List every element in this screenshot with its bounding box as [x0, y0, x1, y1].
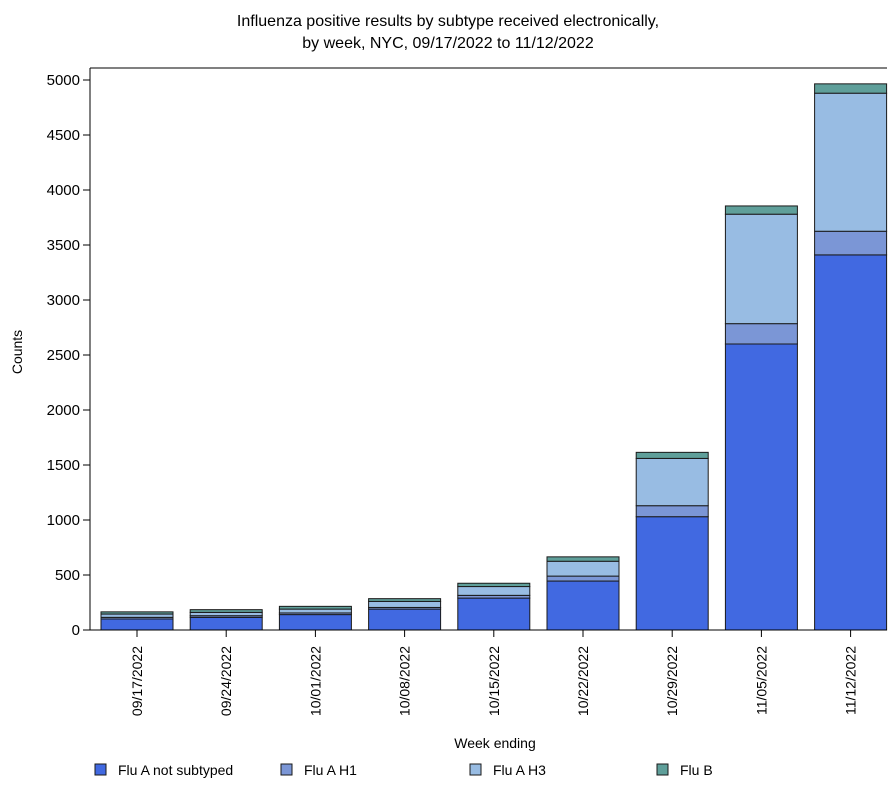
chart-title-line-2: by week, NYC, 09/17/2022 to 11/12/2022	[302, 35, 594, 52]
legend: Flu A not subtyped Flu A H1 Flu A H3 Flu B	[94, 762, 713, 778]
bar-segment-flu-a-h3	[546, 560, 620, 577]
y-tick-label: 1000	[47, 512, 80, 529]
y-tick-label: 1500	[47, 457, 80, 474]
bar-segment-flu-a-h3	[457, 586, 531, 596]
bar-segment-flu-a-not-subtyped	[368, 608, 442, 631]
x-tick-label: 10/15/2022	[486, 646, 502, 716]
x-tick-label: 10/01/2022	[307, 646, 323, 716]
bar-segment-flu-a-h3	[724, 213, 798, 325]
legend-swatch	[469, 763, 482, 776]
chart-title-line-1: Influenza positive results by subtype re…	[237, 13, 659, 30]
bar-segment-flu-a-h1	[546, 575, 620, 582]
legend-label: Flu B	[680, 762, 713, 778]
bar-segment-flu-a-not-subtyped	[814, 254, 888, 631]
bar-segment-flu-a-h1	[814, 230, 888, 256]
x-tick-label: 10/22/2022	[575, 646, 591, 716]
bar-segment-flu-a-not-subtyped	[724, 343, 798, 631]
y-tick-label: 500	[55, 567, 80, 584]
bar-segment-flu-b	[100, 611, 174, 615]
y-tick-label: 2500	[47, 347, 80, 364]
bar-segment-flu-a-h1	[724, 323, 798, 345]
x-axis-ticks: 09/17/2022 09/24/2022 10/01/2022 10/08/2022…	[129, 630, 859, 716]
axes	[89, 67, 887, 631]
bar-segment-flu-b	[457, 582, 531, 588]
x-tick-label: 11/05/2022	[753, 646, 769, 715]
bar-segment-flu-a-h3	[368, 600, 442, 608]
bar-segment-flu-b	[724, 205, 798, 215]
legend-label: Flu A not subtyped	[118, 762, 233, 778]
x-tick-label: 10/08/2022	[397, 646, 413, 716]
bar-segment-flu-a-h1	[635, 505, 709, 518]
bar-segment-flu-b	[189, 609, 263, 613]
legend-label: Flu A H3	[493, 762, 546, 778]
bar-segment-flu-b	[814, 83, 888, 94]
chart-title: Influenza positive results by subtype re…	[237, 13, 659, 52]
y-axis-title: Counts	[9, 330, 25, 374]
y-axis-ticks: 0 500 1000 1500 2000 2500 3000 3500 4000 4500 5000	[47, 72, 90, 639]
bar-segment-flu-a-not-subtyped	[278, 614, 352, 631]
x-tick-label: 09/17/2022	[129, 646, 145, 716]
x-tick-label: 10/29/2022	[664, 646, 680, 716]
bar-segment-flu-a-h3	[278, 608, 352, 614]
legend-swatch	[94, 763, 107, 776]
bar-segment-flu-b	[546, 556, 620, 562]
y-tick-label: 5000	[47, 72, 80, 89]
bar-segment-flu-a-h3	[814, 92, 888, 232]
y-tick-label: 4000	[47, 182, 80, 199]
legend-swatch	[656, 763, 669, 776]
x-axis-title: Week ending	[454, 735, 535, 751]
bar-segment-flu-a-not-subtyped	[189, 616, 263, 631]
y-tick-label: 3000	[47, 292, 80, 309]
bar-segment-flu-a-not-subtyped	[546, 580, 620, 631]
bar-segment-flu-a-not-subtyped	[457, 597, 531, 631]
legend-swatch	[280, 763, 293, 776]
x-tick-label: 09/24/2022	[218, 646, 234, 716]
y-tick-label: 2000	[47, 402, 80, 419]
y-tick-label: 0	[72, 622, 80, 639]
bar-segment-flu-b	[278, 605, 352, 610]
bar-segment-flu-b	[635, 451, 709, 459]
x-tick-label: 11/12/2022	[843, 646, 859, 715]
bars	[100, 83, 888, 631]
y-tick-label: 3500	[47, 237, 80, 254]
legend-label: Flu A H1	[304, 762, 357, 778]
bar-segment-flu-a-not-subtyped	[100, 618, 174, 631]
y-tick-label: 4500	[47, 127, 80, 144]
bar-segment-flu-a-h3	[635, 457, 709, 507]
bar-segment-flu-a-not-subtyped	[635, 516, 709, 631]
bar-segment-flu-b	[368, 598, 442, 602]
